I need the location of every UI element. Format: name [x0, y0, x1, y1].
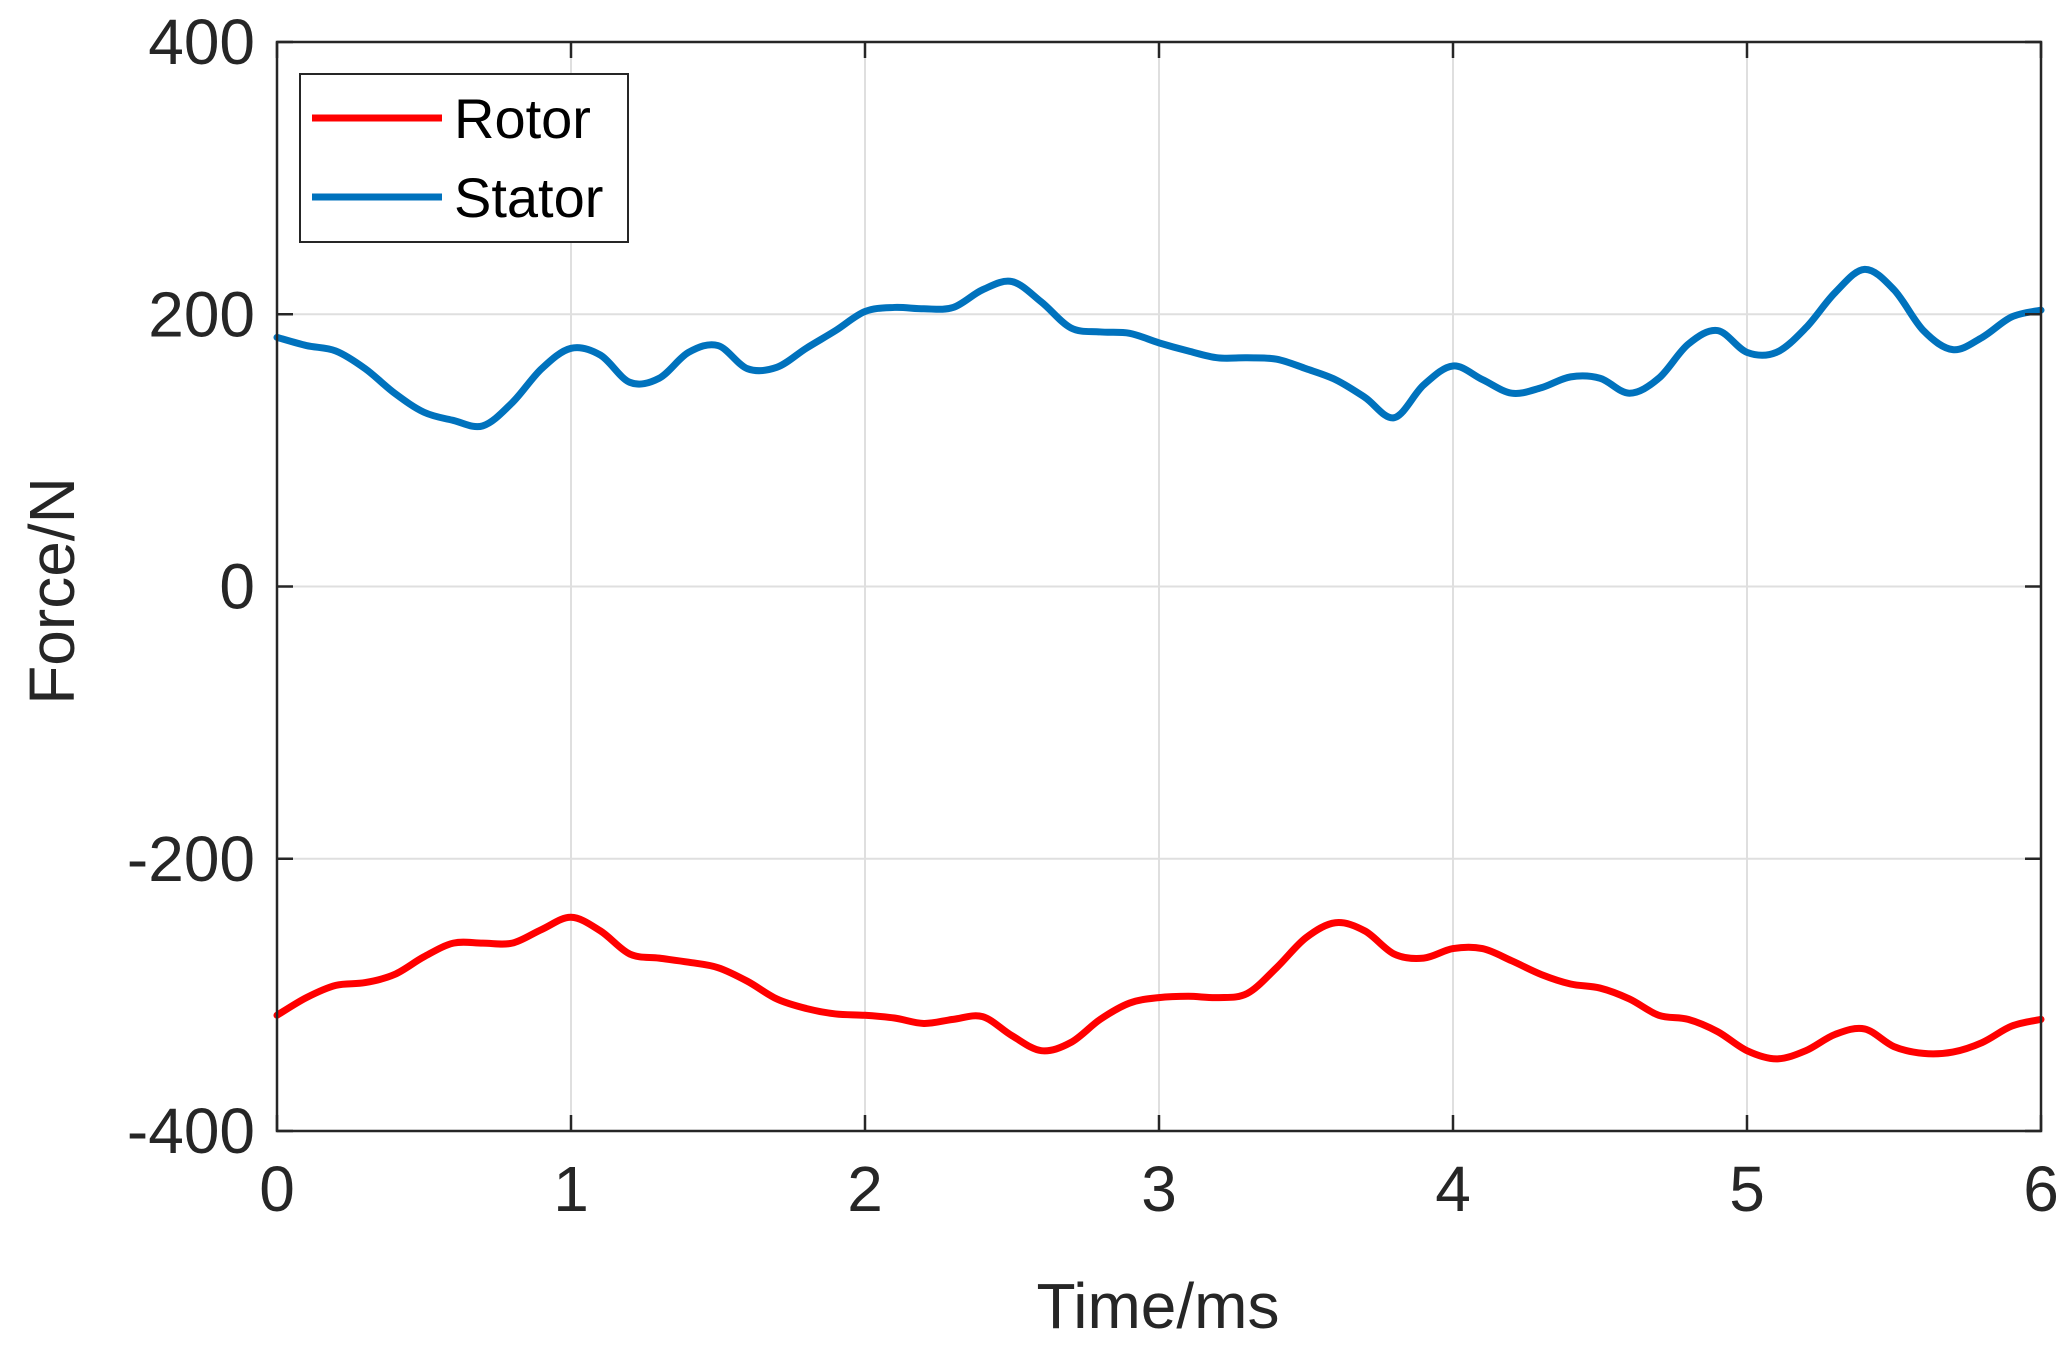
y-tick-label: -400 — [127, 1095, 255, 1167]
x-tick-label: 0 — [259, 1153, 295, 1225]
legend: Rotor Stator — [299, 73, 629, 243]
y-tick-label: 200 — [148, 278, 255, 350]
y-tick-label: 0 — [219, 551, 255, 623]
x-tick-label: 5 — [1729, 1153, 1765, 1225]
legend-box — [299, 73, 629, 243]
y-axis-label: Force/N — [16, 477, 88, 705]
series-line-rotor — [273, 913, 2045, 1063]
tick-labels: 0 1 2 3 4 5 6 -400 -200 0 200 400 — [127, 6, 2059, 1225]
legend-label-rotor: Rotor — [454, 87, 591, 150]
series-line-stator — [273, 265, 2045, 431]
x-tick-label: 4 — [1435, 1153, 1471, 1225]
y-tick-label: -200 — [127, 823, 255, 895]
legend-label-stator: Stator — [454, 166, 603, 229]
x-tick-label: 1 — [553, 1153, 589, 1225]
x-tick-label: 6 — [2023, 1153, 2059, 1225]
plot-axes — [275, 40, 2043, 1133]
x-tick-label: 2 — [847, 1153, 883, 1225]
x-tick-label: 3 — [1141, 1153, 1177, 1225]
plot-lines — [273, 265, 2045, 1063]
x-axis-label: Time/ms — [1037, 1270, 1280, 1342]
y-tick-label: 400 — [148, 6, 255, 78]
